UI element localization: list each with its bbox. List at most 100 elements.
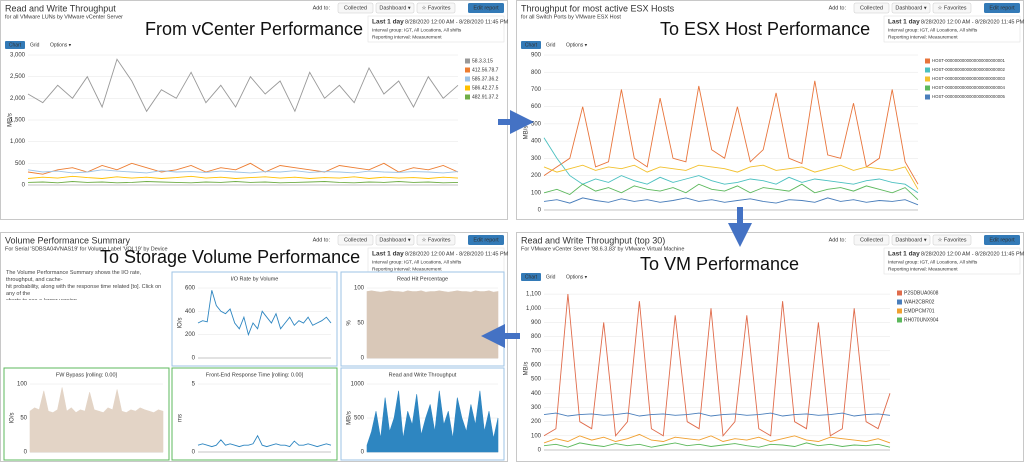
legend-label: HOST-0000000000000000000000003 xyxy=(932,76,1005,81)
legend-label: 482.91.37.2 xyxy=(472,94,499,100)
y-tick-label: 500 xyxy=(15,161,26,167)
line xyxy=(543,412,891,417)
grid-button-label[interactable]: Grid xyxy=(30,42,40,48)
collected-button[interactable] xyxy=(337,234,374,246)
grid-button-label[interactable]: Grid xyxy=(546,274,556,280)
favorites-button[interactable] xyxy=(932,2,972,14)
line xyxy=(197,434,332,448)
legend-swatch xyxy=(465,76,470,82)
mini-chart-box[interactable] xyxy=(171,367,338,461)
chart-button[interactable] xyxy=(521,273,541,281)
edit-report-label[interactable]: Edit report xyxy=(989,237,1015,243)
y-tick-label: 300 xyxy=(531,405,542,411)
collected-button[interactable] xyxy=(337,2,374,14)
chart-button-label[interactable]: Chart xyxy=(9,42,22,48)
mini-chart-title: I/O Rate by Volume xyxy=(231,276,279,282)
collected-button-label[interactable]: Collected xyxy=(344,5,367,11)
favorites-button-label[interactable]: ☆ Favorites xyxy=(937,236,966,243)
add-to-label: Add to: xyxy=(829,237,847,243)
grid-button-label[interactable]: Grid xyxy=(546,42,556,48)
y-tick-label: 500 xyxy=(531,121,542,127)
legend-label: 412.56.78.7 xyxy=(472,67,499,73)
y-tick-label: 100 xyxy=(354,286,365,292)
y-tick-label: 400 xyxy=(185,309,196,315)
collected-button[interactable] xyxy=(853,234,890,246)
options-button-label[interactable]: Options ▾ xyxy=(50,42,72,48)
chart-button[interactable] xyxy=(5,41,25,49)
favorites-button-label[interactable]: ☆ Favorites xyxy=(421,4,450,11)
collected-button[interactable] xyxy=(853,2,890,14)
date-range-box xyxy=(367,15,505,43)
line xyxy=(27,169,459,174)
mini-chart-box[interactable] xyxy=(171,271,338,367)
dashboard-button-label[interactable]: Dashboard ▾ xyxy=(895,5,926,11)
y-axis-label: MB/s xyxy=(524,126,530,140)
chart-button-label[interactable]: Chart xyxy=(525,274,538,280)
y-tick-label: 700 xyxy=(531,348,542,354)
line xyxy=(197,290,332,337)
dashboard-button-label[interactable]: Dashboard ▾ xyxy=(379,5,410,11)
y-tick-label: 0 xyxy=(192,450,196,456)
edit-report-button[interactable] xyxy=(984,3,1020,13)
collected-button-label[interactable]: Collected xyxy=(860,237,883,243)
legend-label: HOST-0000000000000000000000002 xyxy=(932,67,1005,72)
legend-swatch xyxy=(897,317,902,323)
legend-swatch xyxy=(925,58,930,64)
edit-report-label[interactable]: Edit report xyxy=(989,5,1015,11)
dashboard-button[interactable] xyxy=(375,234,415,246)
y-tick-label: 500 xyxy=(531,377,542,383)
line xyxy=(543,294,891,437)
description-line: The Volume Performance Summary shows the… xyxy=(6,270,142,283)
legend-swatch xyxy=(925,76,930,82)
y-tick-label: 200 xyxy=(531,173,542,179)
edit-report-button[interactable] xyxy=(468,3,504,13)
dashboard-button[interactable] xyxy=(891,234,931,246)
edit-report-label[interactable]: Edit report xyxy=(473,5,499,11)
edit-report-button[interactable] xyxy=(468,235,504,245)
collected-button-label[interactable]: Collected xyxy=(860,5,883,11)
legend-swatch xyxy=(465,58,470,64)
options-button-label[interactable]: Options ▾ xyxy=(566,42,588,48)
favorites-button-label[interactable]: ☆ Favorites xyxy=(937,4,966,11)
y-tick-label: 400 xyxy=(531,139,542,145)
legend-label: HOST-0000000000000000000000004 xyxy=(932,85,1005,90)
y-tick-label: 600 xyxy=(531,104,542,110)
dashboard-button-label[interactable]: Dashboard ▾ xyxy=(895,237,926,243)
reporting-interval: Reporting interval: Measurement xyxy=(888,34,958,40)
favorites-button[interactable] xyxy=(416,234,456,246)
y-axis-label: MB/s xyxy=(347,411,353,425)
y-axis-label: % xyxy=(347,320,353,326)
y-tick-label: 200 xyxy=(185,332,196,338)
legend-swatch xyxy=(465,85,470,91)
overlay-caption: To VM Performance xyxy=(640,254,799,274)
chart-button[interactable] xyxy=(521,41,541,49)
chart-button-label[interactable]: Chart xyxy=(525,42,538,48)
add-to-label: Add to: xyxy=(829,5,847,11)
edit-report-label[interactable]: Edit report xyxy=(473,237,499,243)
description: The Volume Performance Summary shows the… xyxy=(6,270,168,300)
favorites-button-label[interactable]: ☆ Favorites xyxy=(421,236,450,243)
dashboard-button-label[interactable]: Dashboard ▾ xyxy=(379,237,410,243)
edit-report-button[interactable] xyxy=(984,235,1020,245)
dashboard-button[interactable] xyxy=(891,2,931,14)
favorites-button[interactable] xyxy=(416,2,456,14)
description-line: charts to see a larger version. xyxy=(6,298,168,300)
y-tick-label: 5 xyxy=(192,382,196,388)
interval-group: Interval group: IGT, All Locations, All … xyxy=(372,27,462,33)
legend-label: EMDPCM701 xyxy=(904,308,935,314)
date-range-box xyxy=(883,247,1021,275)
options-button-label[interactable]: Options ▾ xyxy=(566,274,588,280)
y-tick-label: 200 xyxy=(531,419,542,425)
y-tick-label: 400 xyxy=(531,391,542,397)
date-range-box xyxy=(883,15,1021,43)
reporting-interval: Reporting interval: Measurement xyxy=(372,266,442,272)
panel-title: Throughput for most active ESX Hosts xyxy=(521,3,675,13)
collected-button-label[interactable]: Collected xyxy=(344,237,367,243)
line xyxy=(543,183,919,201)
line xyxy=(27,162,459,175)
line xyxy=(543,442,891,448)
y-tick-label: 100 xyxy=(531,190,542,196)
dashboard-button[interactable] xyxy=(375,2,415,14)
panel-subtitle: for all VMware LUNs by VMware vCenter Se… xyxy=(5,14,123,20)
favorites-button[interactable] xyxy=(932,234,972,246)
